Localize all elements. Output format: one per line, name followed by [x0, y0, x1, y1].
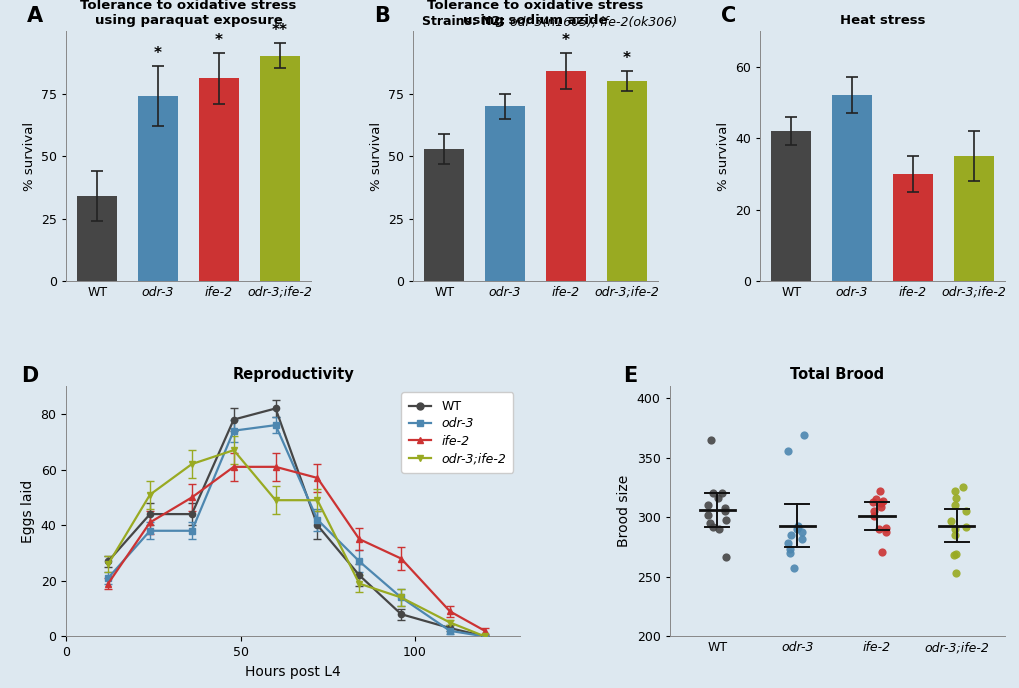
Text: A: A [28, 6, 43, 26]
Point [704, 522, 720, 533]
Text: Strains: N2;: Strains: N2; [422, 15, 510, 28]
Point [795, 429, 811, 440]
Point [700, 509, 716, 520]
Title: Heat stress: Heat stress [839, 14, 924, 27]
Point [717, 551, 734, 562]
Point [794, 526, 810, 537]
Point [794, 533, 810, 544]
Y-axis label: % survival: % survival [22, 122, 36, 191]
Point [779, 445, 795, 456]
Point [947, 568, 963, 579]
Point [780, 538, 796, 549]
Point [717, 514, 734, 525]
Point [947, 549, 963, 560]
Point [874, 495, 891, 506]
Point [954, 482, 970, 493]
Bar [424, 149, 464, 281]
Point [957, 522, 973, 533]
Y-axis label: Brood size: Brood size [616, 475, 631, 548]
Point [702, 517, 718, 528]
Point [957, 506, 973, 517]
Legend: WT, odr-3, ife-2, odr-3;ife-2: WT, odr-3, ife-2, odr-3;ife-2 [400, 392, 513, 473]
Point [947, 493, 963, 504]
Bar [545, 71, 585, 281]
Text: *: * [623, 51, 630, 66]
Point [873, 546, 890, 557]
Text: D: D [21, 366, 38, 386]
Point [782, 544, 798, 555]
Point [785, 563, 801, 574]
Point [865, 506, 881, 517]
Point [704, 488, 720, 499]
Point [781, 548, 797, 559]
Point [789, 520, 805, 531]
Bar [77, 196, 117, 281]
Point [709, 493, 726, 504]
Title: Tolerance to oxidative stress
using sodium azide: Tolerance to oxidative stress using sodi… [427, 0, 643, 27]
Title: Reproductivity: Reproductivity [232, 367, 354, 383]
Title: Tolerance to oxidative stress
using paraquat exposure: Tolerance to oxidative stress using para… [81, 0, 297, 27]
Point [946, 486, 962, 497]
Point [871, 486, 888, 497]
Title: Total Brood: Total Brood [790, 367, 883, 383]
Text: B: B [374, 6, 389, 26]
Point [702, 434, 718, 445]
Text: **: ** [271, 23, 287, 39]
Point [872, 497, 889, 508]
Bar [893, 174, 931, 281]
Point [877, 522, 894, 533]
Bar [139, 96, 177, 281]
Point [710, 524, 727, 535]
Text: odr-3(n1605); ife-2(ok306): odr-3(n1605); ife-2(ok306) [510, 15, 677, 28]
Bar [485, 106, 525, 281]
Point [872, 501, 889, 512]
Point [790, 522, 806, 533]
Point [864, 496, 880, 507]
Bar [770, 131, 810, 281]
Text: C: C [720, 6, 736, 26]
Bar [606, 81, 646, 281]
Point [782, 530, 798, 541]
Bar [199, 78, 238, 281]
Text: *: * [561, 34, 570, 48]
Y-axis label: % survival: % survival [716, 122, 730, 191]
Point [788, 524, 804, 535]
Y-axis label: Eggs laid: Eggs laid [21, 480, 35, 543]
Point [946, 500, 962, 511]
Text: *: * [154, 46, 162, 61]
Point [946, 550, 962, 561]
Point [867, 494, 883, 505]
Point [870, 524, 887, 535]
Point [716, 506, 733, 517]
Text: *: * [215, 34, 223, 48]
Point [947, 530, 963, 541]
Bar [953, 156, 993, 281]
Y-axis label: % survival: % survival [369, 122, 382, 191]
Text: E: E [622, 366, 636, 386]
Point [716, 502, 733, 513]
Bar [832, 96, 871, 281]
Point [713, 488, 730, 499]
Bar [260, 56, 300, 281]
Point [942, 515, 958, 526]
X-axis label: Hours post L4: Hours post L4 [245, 665, 340, 678]
Point [947, 524, 963, 535]
Point [865, 510, 881, 522]
Point [876, 526, 893, 537]
Point [699, 500, 715, 511]
